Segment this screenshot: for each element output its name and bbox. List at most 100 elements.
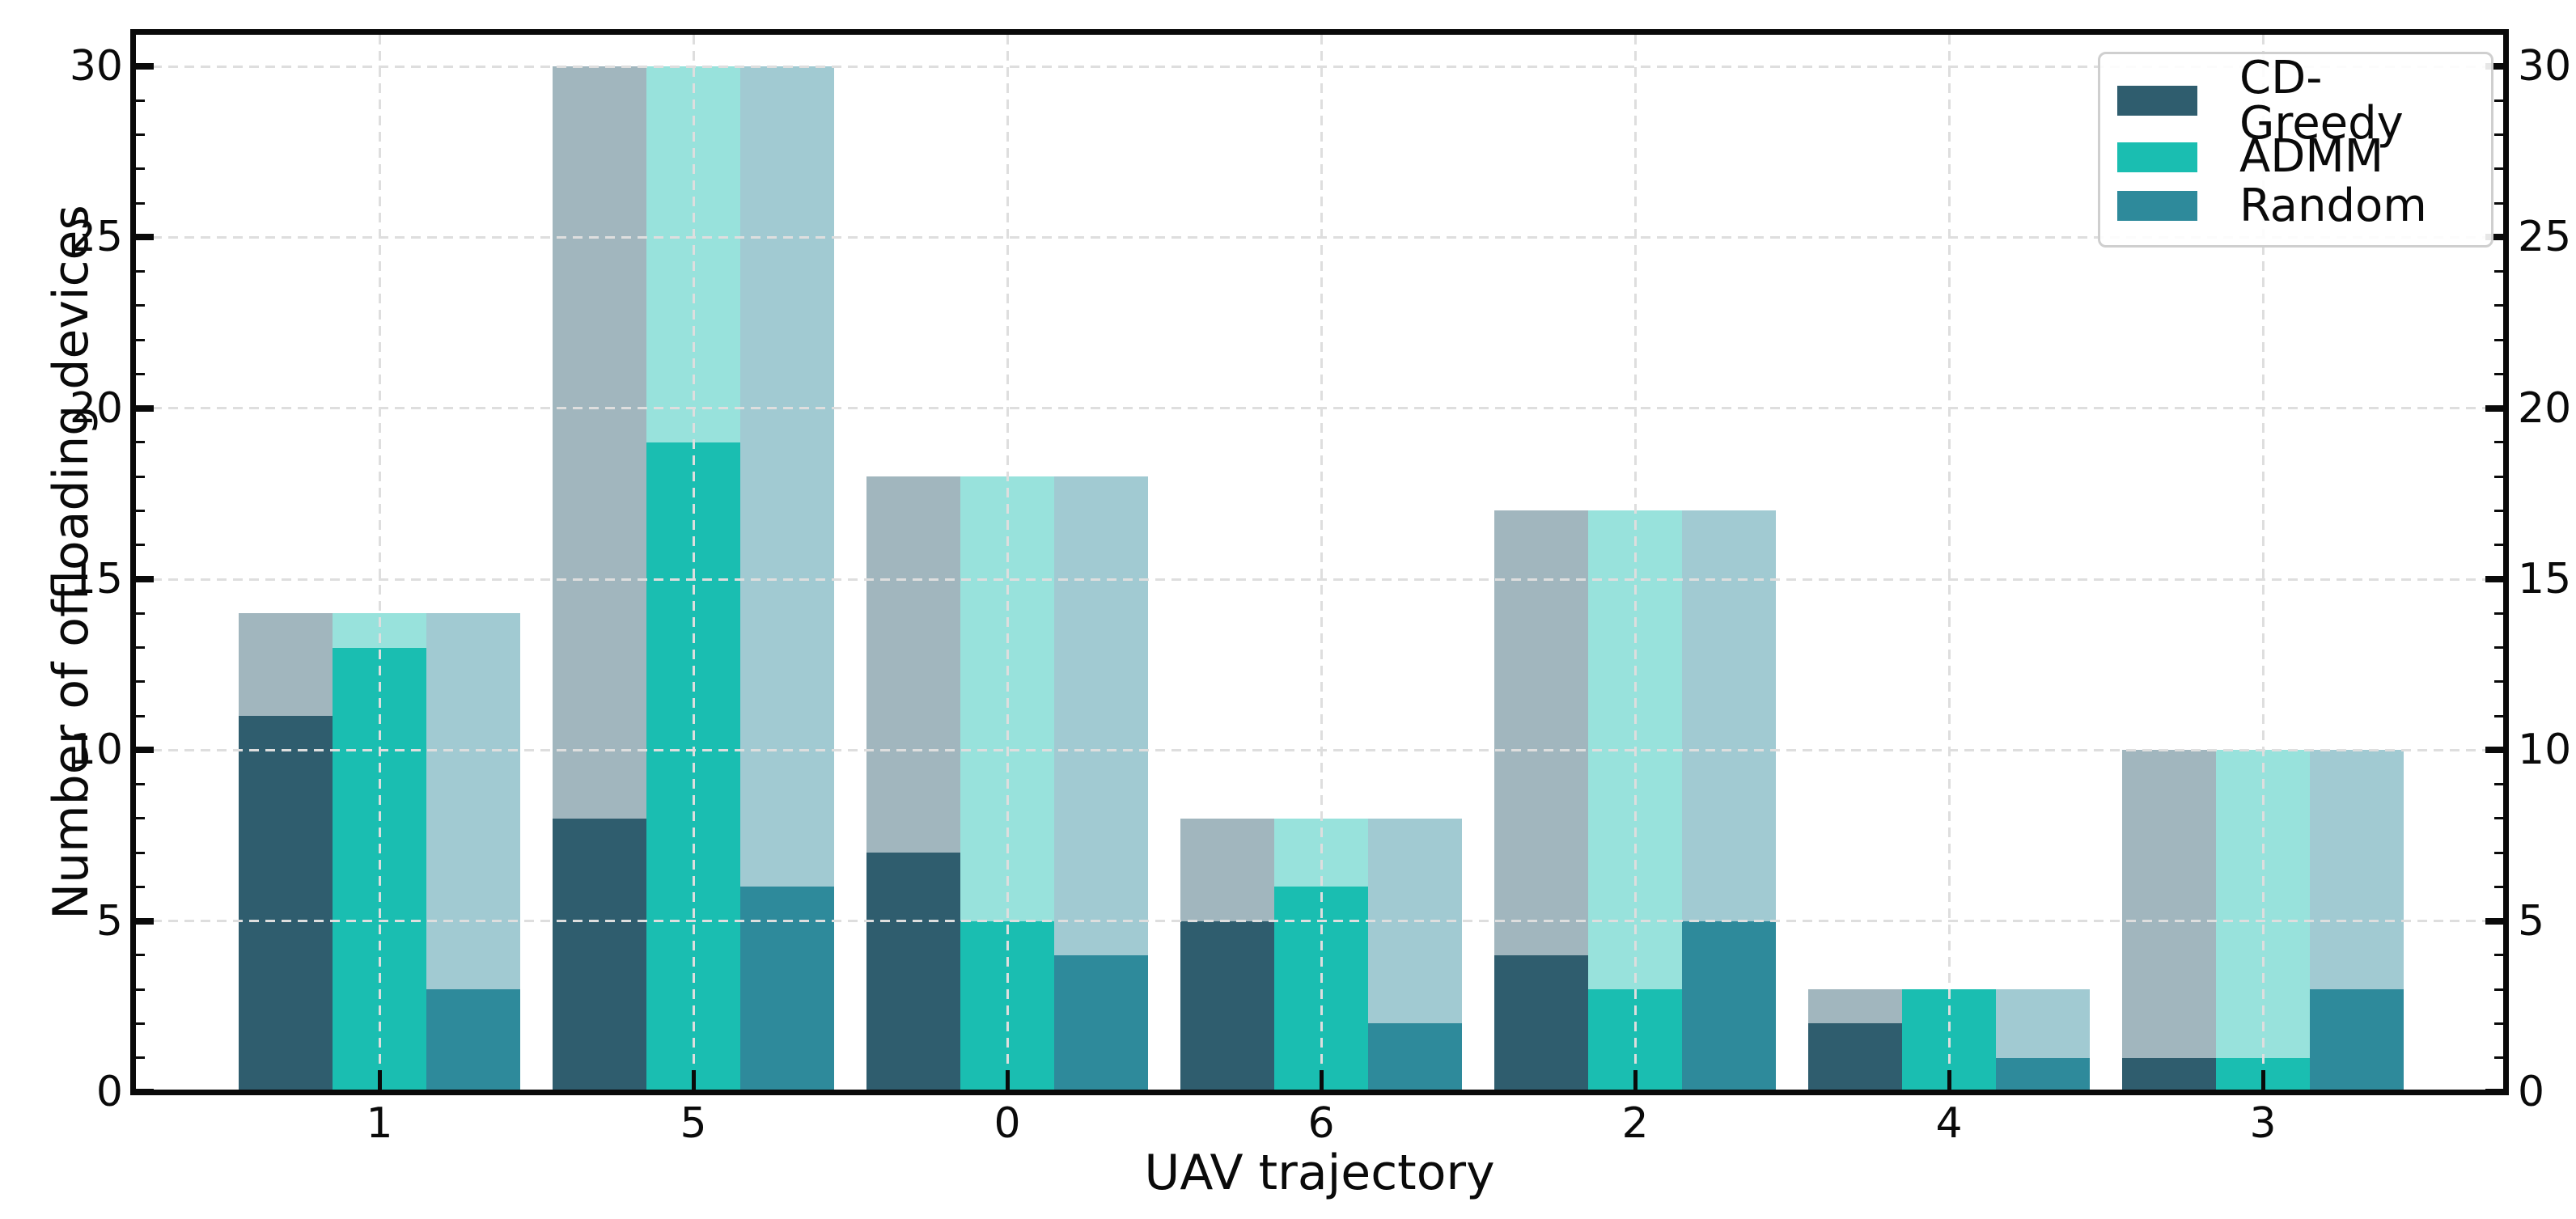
y-minor-tick-left-26 <box>136 201 145 205</box>
legend-swatch-cd-greedy <box>2117 86 2197 116</box>
x-tick-label-2: 2 <box>1621 1099 1649 1148</box>
y-minor-tick-right-3 <box>2494 988 2503 991</box>
v-gridline-6 <box>1320 35 1323 1090</box>
x-tick-label-0: 0 <box>994 1099 1021 1148</box>
y-major-tick-left-5 <box>136 917 154 925</box>
legend-label-admm: ADMM <box>2239 130 2384 184</box>
y-minor-tick-right-2 <box>2494 1022 2503 1025</box>
bar-cd-greedy-5 <box>553 818 646 1092</box>
y-minor-tick-right-28 <box>2494 133 2503 137</box>
legend-item-cd-greedy: CD-Greedy <box>2117 55 2467 146</box>
v-gridline-2 <box>1633 35 1637 1090</box>
y-minor-tick-left-1 <box>136 1056 145 1060</box>
y-tick-label-right-30: 30 <box>2518 42 2572 91</box>
v-gridline-1 <box>378 35 381 1090</box>
y-tick-label-right-0: 0 <box>2518 1068 2545 1116</box>
y-minor-tick-left-29 <box>136 99 145 102</box>
y-tick-label-right-5: 5 <box>2518 896 2545 946</box>
y-minor-tick-left-3 <box>136 988 145 991</box>
v-gridline-0 <box>1006 35 1009 1090</box>
v-gridline-5 <box>692 35 695 1090</box>
x-major-tick-0 <box>1005 1070 1010 1090</box>
y-major-tick-left-10 <box>136 747 154 754</box>
x-tick-label-4: 4 <box>1935 1099 1963 1148</box>
y-minor-tick-right-14 <box>2494 612 2503 615</box>
y-minor-tick-right-24 <box>2494 270 2503 273</box>
bar-random-6 <box>1368 1023 1462 1092</box>
h-gridline-30 <box>136 65 2503 68</box>
y-tick-label-right-20: 20 <box>2518 383 2572 433</box>
y-minor-tick-left-13 <box>136 646 145 650</box>
x-major-tick-6 <box>1319 1070 1324 1090</box>
y-tick-label-left-0: 0 <box>95 1068 123 1116</box>
x-major-tick-1 <box>377 1070 382 1090</box>
y-minor-tick-left-4 <box>136 954 145 957</box>
bar-cd-greedy-1 <box>239 716 333 1092</box>
y-minor-tick-right-31 <box>2494 31 2503 34</box>
y-tick-label-right-15: 15 <box>2518 555 2572 603</box>
y-minor-tick-left-24 <box>136 270 145 273</box>
y-axis-label: Number of offloading devices <box>43 205 100 920</box>
legend-item-random: Random <box>2117 182 2467 231</box>
y-minor-tick-left-21 <box>136 372 145 375</box>
y-minor-tick-left-27 <box>136 167 145 171</box>
y-minor-tick-left-23 <box>136 304 145 307</box>
x-tick-label-6: 6 <box>1307 1099 1335 1148</box>
y-major-tick-right-30 <box>2485 63 2503 70</box>
bar-cd-greedy-2 <box>1494 954 1588 1092</box>
h-gridline-20 <box>136 407 2503 410</box>
h-gridline-15 <box>136 578 2503 581</box>
y-tick-label-left-10: 10 <box>69 726 123 775</box>
y-major-tick-right-10 <box>2485 747 2503 754</box>
y-major-tick-right-5 <box>2485 917 2503 925</box>
legend-item-admm: ADMM <box>2117 133 2467 182</box>
x-major-tick-3 <box>2260 1070 2265 1090</box>
y-minor-tick-right-4 <box>2494 954 2503 957</box>
y-minor-tick-right-13 <box>2494 646 2503 650</box>
y-major-tick-left-0 <box>136 1089 154 1095</box>
y-minor-tick-left-7 <box>136 851 145 854</box>
y-tick-label-right-25: 25 <box>2518 213 2572 262</box>
bar-random-0 <box>1054 954 1148 1092</box>
y-tick-label-left-15: 15 <box>69 555 123 603</box>
h-gridline-25 <box>136 235 2503 239</box>
y-minor-tick-left-9 <box>136 783 145 786</box>
y-tick-label-left-5: 5 <box>95 896 123 946</box>
bar-cd-greedy-4 <box>1808 1023 1902 1092</box>
legend-label-cd-greedy: CD-Greedy <box>2239 51 2404 150</box>
legend-label-random: Random <box>2239 179 2427 232</box>
y-major-tick-right-0 <box>2485 1089 2503 1095</box>
y-minor-tick-right-27 <box>2494 167 2503 171</box>
bar-cd-greedy-6 <box>1180 921 1274 1092</box>
legend-swatch-random <box>2117 191 2197 222</box>
bar-random-4 <box>1996 1057 2090 1092</box>
y-minor-tick-left-14 <box>136 612 145 615</box>
y-minor-tick-left-19 <box>136 441 145 444</box>
y-tick-label-left-25: 25 <box>69 213 123 262</box>
y-major-tick-left-25 <box>136 234 154 241</box>
y-minor-tick-right-17 <box>2494 509 2503 512</box>
legend-swatch-admm <box>2117 142 2197 172</box>
bar-random-5 <box>740 887 834 1092</box>
y-tick-label-left-30: 30 <box>69 42 123 91</box>
legend-box: CD-Greedy ADMM Random <box>2098 52 2493 248</box>
x-axis-label: UAV trajectory <box>1144 1145 1495 1201</box>
y-tick-label-right-10: 10 <box>2518 726 2572 775</box>
y-minor-tick-left-28 <box>136 133 145 137</box>
y-tick-label-left-20: 20 <box>69 383 123 433</box>
y-minor-tick-right-29 <box>2494 99 2503 102</box>
y-minor-tick-left-22 <box>136 338 145 341</box>
h-gridline-5 <box>136 920 2503 923</box>
bar-random-2 <box>1682 921 1776 1092</box>
x-tick-label-3: 3 <box>2249 1099 2277 1148</box>
v-gridline-3 <box>2261 35 2265 1090</box>
v-gridline-4 <box>1947 35 1951 1090</box>
y-minor-tick-right-9 <box>2494 783 2503 786</box>
y-minor-tick-right-23 <box>2494 304 2503 307</box>
y-minor-tick-right-8 <box>2494 817 2503 820</box>
y-minor-tick-left-11 <box>136 714 145 717</box>
y-minor-tick-right-11 <box>2494 714 2503 717</box>
y-minor-tick-left-6 <box>136 885 145 888</box>
